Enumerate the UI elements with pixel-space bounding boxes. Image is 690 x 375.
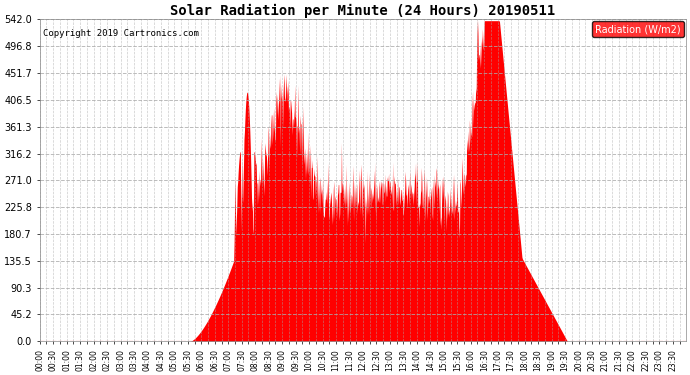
Legend: Radiation (W/m2): Radiation (W/m2) [593, 21, 684, 37]
Title: Solar Radiation per Minute (24 Hours) 20190511: Solar Radiation per Minute (24 Hours) 20… [170, 4, 555, 18]
Text: Copyright 2019 Cartronics.com: Copyright 2019 Cartronics.com [43, 29, 199, 38]
